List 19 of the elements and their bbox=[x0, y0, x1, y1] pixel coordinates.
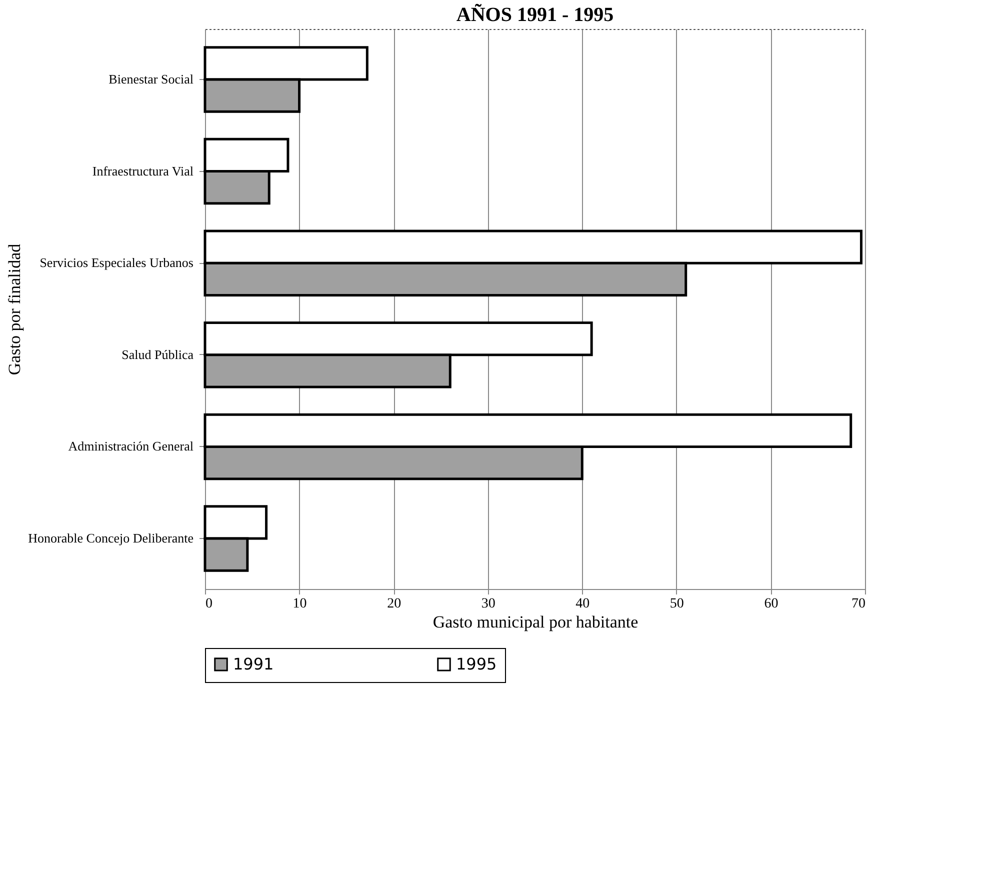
y-tick-label: Infraestructura Vial bbox=[92, 163, 194, 178]
y-tick-label: Administración General bbox=[68, 438, 194, 454]
x-tick-label: 0 bbox=[206, 596, 212, 612]
x-tick-label: 40 bbox=[576, 596, 590, 612]
y-tick-label: Honorable Concejo Deliberante bbox=[28, 530, 194, 546]
legend-label: 1995 bbox=[456, 654, 497, 674]
x-tick-label: 30 bbox=[481, 596, 496, 612]
x-axis-title: Gasto municipal por habitante bbox=[432, 612, 638, 632]
y-tick-label: Salud Pública bbox=[122, 346, 194, 362]
legend-label: 1991 bbox=[233, 654, 274, 674]
y-axis-title: Gasto por finalidad bbox=[5, 243, 24, 376]
y-tick-label: Bienestar Social bbox=[108, 71, 194, 86]
x-tick-label: 20 bbox=[387, 596, 402, 612]
x-tick-label: 10 bbox=[292, 596, 307, 612]
x-tick-label: 70 bbox=[852, 596, 866, 612]
x-tick-label: 50 bbox=[670, 596, 684, 612]
y-tick-label: Servicios Especiales Urbanos bbox=[40, 255, 194, 270]
x-tick-label: 60 bbox=[764, 596, 778, 612]
chart-title: AÑOS 1991 - 1995 bbox=[456, 3, 614, 26]
